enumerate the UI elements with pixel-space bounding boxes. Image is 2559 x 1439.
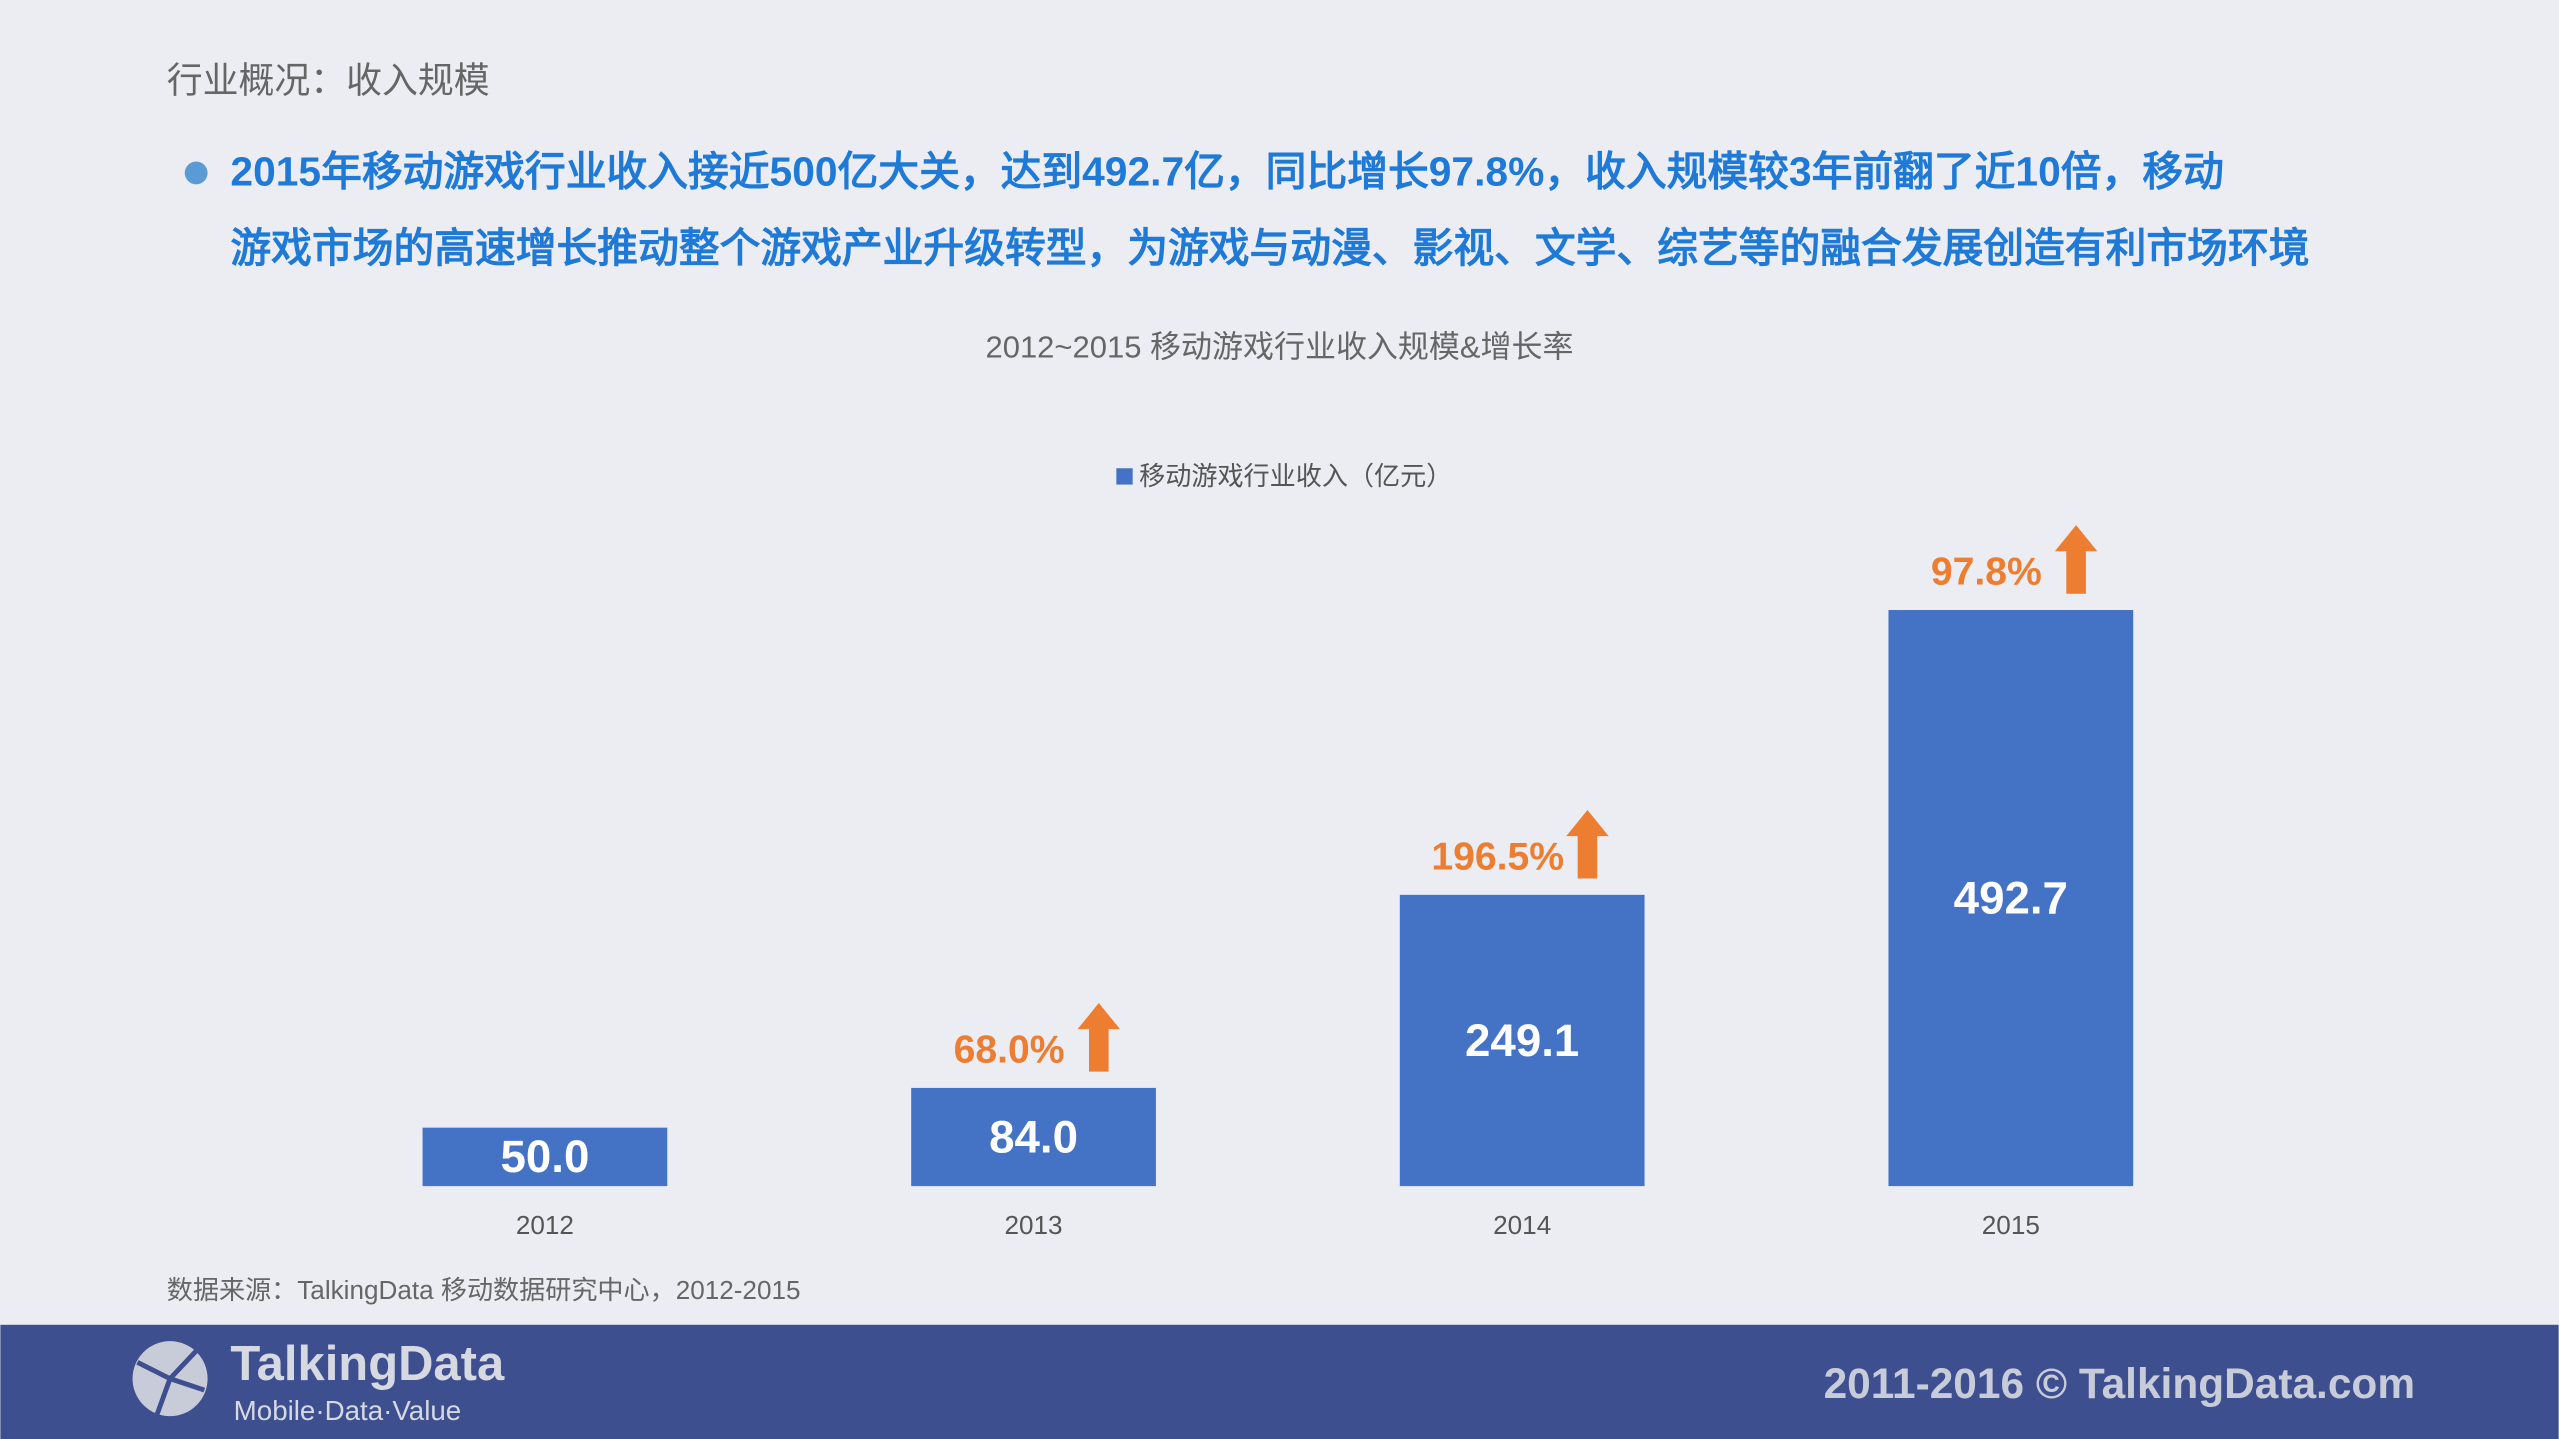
growth-arrow: [1077, 1003, 1121, 1072]
value-label: 50.0: [500, 1131, 589, 1182]
growth-label: 68.0%: [954, 1028, 1065, 1071]
bullet-dot: [184, 161, 208, 185]
source: 数据来源：TalkingData 移动数据研究中心，2012-2015: [167, 1275, 801, 1305]
x-tick-label: 2012: [516, 1210, 574, 1240]
logo-text: TalkingData: [230, 1337, 505, 1391]
value-label: 492.7: [1954, 872, 2068, 923]
value-label: 249.1: [1465, 1015, 1579, 1066]
value-label: 84.0: [989, 1111, 1078, 1162]
page-title: 行业概况：收入规模: [167, 61, 490, 101]
x-tick-label: 2013: [1005, 1210, 1063, 1240]
growth-arrow: [2054, 525, 2098, 594]
bullet-line: 2015年移动游戏行业收入接近500亿大关，达到492.7亿，同比增长97.8%…: [230, 148, 2223, 194]
growth-arrow: [1566, 810, 1609, 879]
copyright: 2011-2016 © TalkingData.com: [1824, 1360, 2415, 1407]
logo-icon-lines: [136, 1349, 206, 1416]
x-tick-label: 2015: [1982, 1210, 2040, 1240]
footer-bar: [0, 1324, 2559, 1439]
bar: [1888, 610, 2134, 1187]
logo-tagline: Mobile·Data·Value: [234, 1395, 462, 1426]
x-tick-label: 2014: [1493, 1210, 1551, 1240]
bar: [422, 1127, 668, 1187]
growth-label: 97.8%: [1931, 550, 2042, 593]
bar: [1399, 894, 1645, 1187]
bar: [911, 1087, 1156, 1187]
chart-title: 2012~2015 移动游戏行业收入规模&增长率: [985, 329, 1573, 364]
legend-swatch: [1116, 468, 1133, 485]
bullet-line: 游戏市场的高速增长推动整个游戏产业升级转型，为游戏与动漫、影视、文学、综艺等的融…: [230, 225, 2309, 271]
growth-label: 196.5%: [1431, 835, 1564, 878]
legend-label: 移动游戏行业收入（亿元）: [1139, 461, 1452, 491]
